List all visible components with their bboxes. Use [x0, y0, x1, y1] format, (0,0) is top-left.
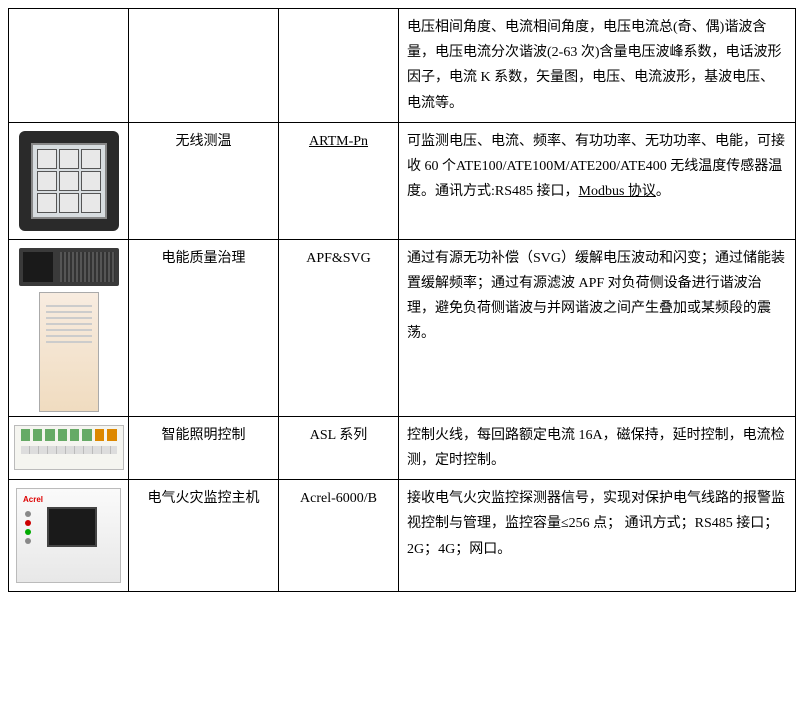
product-name-cell: 无线测温 [129, 122, 279, 239]
product-image-cell [9, 9, 129, 123]
product-model-cell: ARTM-Pn [279, 122, 399, 239]
product-table: 电压相间角度、电流相间角度，电压电流总(奇、偶)谐波含量，电压电流分次谐波(2-… [8, 8, 796, 592]
table-row: 电能质量治理APF&SVG通过有源无功补偿（SVG）缓解电压波动和闪变；通过储能… [9, 239, 796, 416]
product-desc-cell: 电压相间角度、电流相间角度，电压电流总(奇、偶)谐波含量，电压电流分次谐波(2-… [399, 9, 796, 123]
product-desc-cell: 接收电气火灾监控探测器信号，实现对保护电气线路的报警监视控制与管理，监控容量≤2… [399, 480, 796, 592]
product-desc-text: 控制火线，每回路额定电流 16A，磁保持，延时控制，电流检测，定时控制。 [407, 428, 785, 468]
product-model-cell: ASL 系列 [279, 416, 399, 479]
asl-device-image [14, 425, 124, 470]
product-desc-cell: 控制火线，每回路额定电流 16A，磁保持，延时控制，电流检测，定时控制。 [399, 416, 796, 479]
apf-device-image [13, 248, 124, 412]
product-desc-text: 电压相间角度、电流相间角度，电压电流总(奇、偶)谐波含量，电压电流分次谐波(2-… [407, 20, 782, 111]
acrel-device-image: Acrel [16, 488, 121, 583]
product-desc-underline: Modbus 协议 [579, 184, 656, 199]
table-row: Acrel 电气火灾监控主机Acrel-6000/B接收电气火灾监控探测器信号，实… [9, 480, 796, 592]
product-image-cell [9, 239, 129, 416]
product-name-cell: 智能照明控制 [129, 416, 279, 479]
product-desc-text: 通过有源无功补偿（SVG）缓解电压波动和闪变；通过储能装置缓解频率；通过有源滤波… [407, 251, 785, 342]
product-desc-cell: 通过有源无功补偿（SVG）缓解电压波动和闪变；通过储能装置缓解频率；通过有源滤波… [399, 239, 796, 416]
product-name-cell [129, 9, 279, 123]
product-model-cell: Acrel-6000/B [279, 480, 399, 592]
product-model-cell [279, 9, 399, 123]
product-desc-cell: 可监测电压、电流、频率、有功功率、无功功率、电能，可接收 60 个ATE100/… [399, 122, 796, 239]
product-model-text: ARTM-Pn [309, 134, 368, 149]
product-image-cell [9, 122, 129, 239]
product-name-cell: 电能质量治理 [129, 239, 279, 416]
product-image-cell: Acrel [9, 480, 129, 592]
product-desc-period: 。 [656, 184, 670, 199]
product-name-cell: 电气火灾监控主机 [129, 480, 279, 592]
product-model-cell: APF&SVG [279, 239, 399, 416]
product-image-cell [9, 416, 129, 479]
meter-device-image [19, 131, 119, 231]
product-desc-text: 接收电气火灾监控探测器信号，实现对保护电气线路的报警监视控制与管理，监控容量≤2… [407, 491, 785, 556]
table-row: 电压相间角度、电流相间角度，电压电流总(奇、偶)谐波含量，电压电流分次谐波(2-… [9, 9, 796, 123]
table-row: 智能照明控制ASL 系列控制火线，每回路额定电流 16A，磁保持，延时控制，电流… [9, 416, 796, 479]
acrel-brand-label: Acrel [23, 493, 43, 507]
table-row: 无线测温 ARTM-Pn 可监测电压、电流、频率、有功功率、无功功率、电能，可接收 … [9, 122, 796, 239]
